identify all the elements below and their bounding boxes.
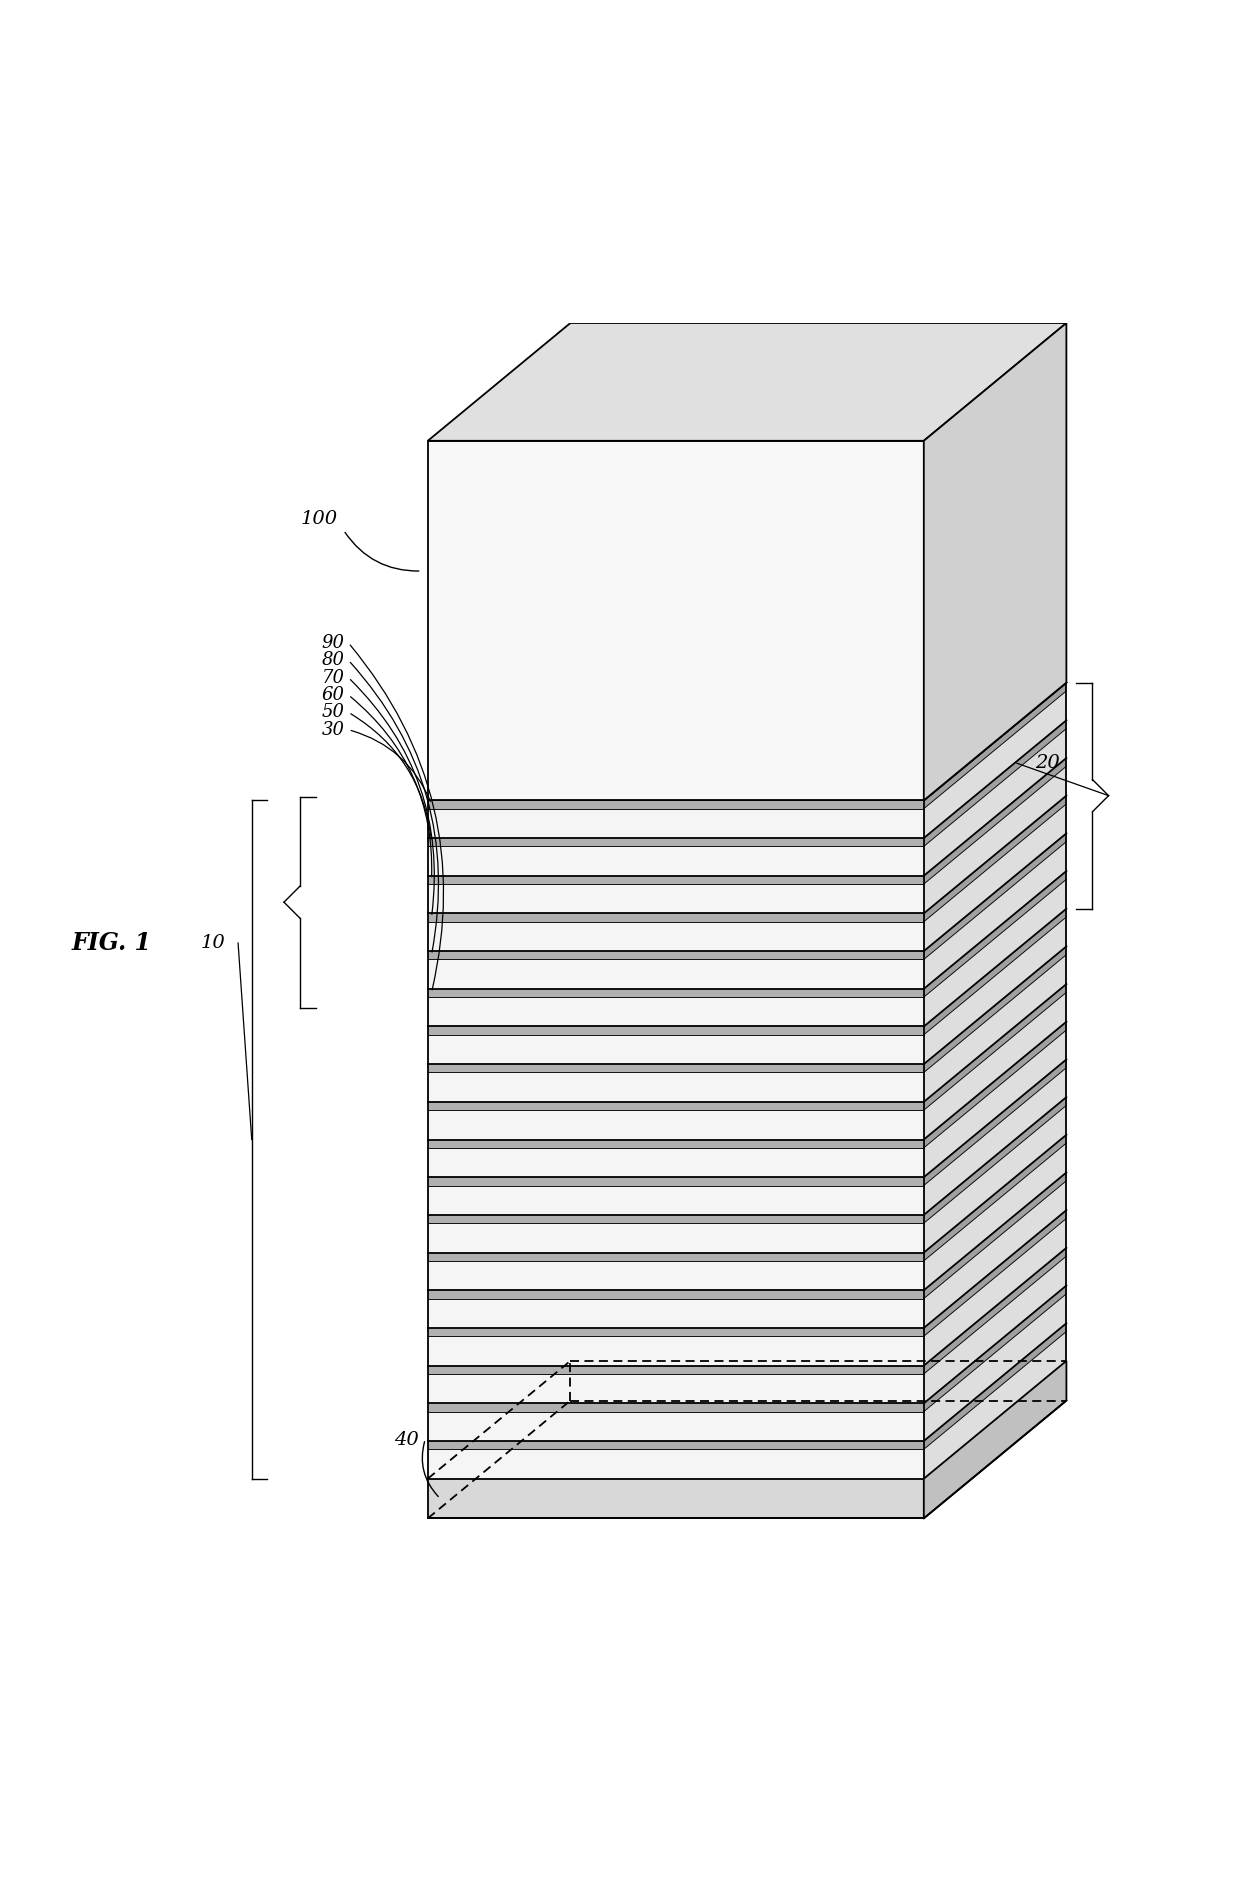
Polygon shape xyxy=(924,728,1066,875)
Polygon shape xyxy=(924,1294,1066,1441)
Polygon shape xyxy=(428,1448,924,1479)
Polygon shape xyxy=(924,834,1066,960)
Text: 50: 50 xyxy=(321,703,345,720)
Polygon shape xyxy=(924,1030,1066,1177)
Polygon shape xyxy=(924,909,1066,1035)
Polygon shape xyxy=(924,720,1066,847)
Text: 70: 70 xyxy=(321,670,345,687)
Polygon shape xyxy=(428,1365,924,1373)
Polygon shape xyxy=(924,984,1066,1111)
Text: 80: 80 xyxy=(321,651,345,670)
Text: 60: 60 xyxy=(321,687,345,703)
Polygon shape xyxy=(428,1139,924,1149)
Polygon shape xyxy=(924,1286,1066,1411)
Polygon shape xyxy=(924,1105,1066,1252)
Text: 40: 40 xyxy=(394,1431,419,1448)
Polygon shape xyxy=(924,323,1066,800)
Polygon shape xyxy=(428,1262,924,1290)
Polygon shape xyxy=(428,1215,924,1224)
Text: FIG. 1: FIG. 1 xyxy=(72,932,153,954)
Polygon shape xyxy=(428,1403,924,1411)
Polygon shape xyxy=(924,1332,1066,1479)
Polygon shape xyxy=(924,1218,1066,1365)
Polygon shape xyxy=(428,960,924,988)
Polygon shape xyxy=(428,998,924,1026)
Polygon shape xyxy=(924,879,1066,1026)
Polygon shape xyxy=(428,800,924,809)
Polygon shape xyxy=(428,1290,924,1299)
Polygon shape xyxy=(428,1073,924,1101)
Polygon shape xyxy=(428,1479,924,1518)
Polygon shape xyxy=(924,803,1066,951)
Polygon shape xyxy=(428,988,924,998)
Polygon shape xyxy=(428,922,924,951)
Polygon shape xyxy=(924,1143,1066,1290)
Polygon shape xyxy=(428,837,924,847)
Polygon shape xyxy=(924,1135,1066,1262)
Text: 100: 100 xyxy=(300,509,337,528)
Text: 30: 30 xyxy=(321,720,345,739)
Polygon shape xyxy=(428,1064,924,1073)
Polygon shape xyxy=(428,1101,924,1111)
Polygon shape xyxy=(428,1149,924,1177)
Polygon shape xyxy=(428,809,924,837)
Polygon shape xyxy=(428,441,924,800)
Polygon shape xyxy=(924,1256,1066,1403)
Polygon shape xyxy=(924,1098,1066,1224)
Text: 90: 90 xyxy=(321,634,345,653)
Polygon shape xyxy=(924,1022,1066,1149)
Polygon shape xyxy=(428,1373,924,1403)
Polygon shape xyxy=(924,690,1066,837)
Polygon shape xyxy=(428,1186,924,1215)
Polygon shape xyxy=(428,875,924,885)
Polygon shape xyxy=(428,1328,924,1337)
Polygon shape xyxy=(924,917,1066,1064)
Polygon shape xyxy=(924,954,1066,1101)
Polygon shape xyxy=(428,1299,924,1328)
Polygon shape xyxy=(924,871,1066,998)
Polygon shape xyxy=(924,758,1066,885)
Polygon shape xyxy=(428,847,924,875)
Text: 20: 20 xyxy=(1035,754,1060,771)
Polygon shape xyxy=(924,1211,1066,1337)
Polygon shape xyxy=(428,1035,924,1064)
Polygon shape xyxy=(924,841,1066,988)
Polygon shape xyxy=(924,1324,1066,1448)
Polygon shape xyxy=(428,913,924,922)
Polygon shape xyxy=(924,766,1066,913)
Polygon shape xyxy=(924,796,1066,922)
Polygon shape xyxy=(924,1249,1066,1373)
Polygon shape xyxy=(428,885,924,913)
Polygon shape xyxy=(924,992,1066,1139)
Polygon shape xyxy=(428,1177,924,1186)
Polygon shape xyxy=(924,1067,1066,1215)
Polygon shape xyxy=(428,1224,924,1252)
Polygon shape xyxy=(428,1411,924,1441)
Polygon shape xyxy=(428,1026,924,1035)
Polygon shape xyxy=(428,951,924,960)
Polygon shape xyxy=(428,323,1066,441)
Polygon shape xyxy=(428,1111,924,1139)
Polygon shape xyxy=(428,1337,924,1365)
Polygon shape xyxy=(924,947,1066,1073)
Polygon shape xyxy=(924,1362,1066,1518)
Polygon shape xyxy=(428,1252,924,1262)
Polygon shape xyxy=(924,1060,1066,1186)
Text: 10: 10 xyxy=(201,934,226,952)
Polygon shape xyxy=(428,1441,924,1448)
Polygon shape xyxy=(924,1173,1066,1299)
Polygon shape xyxy=(924,1181,1066,1328)
Polygon shape xyxy=(924,683,1066,809)
